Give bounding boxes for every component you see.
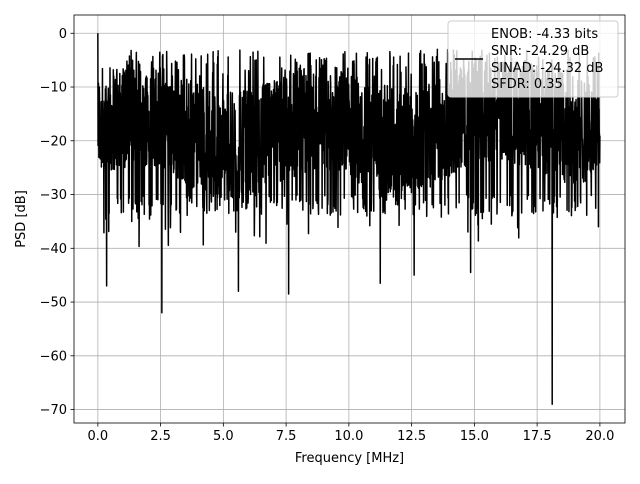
x-tick-label: 15.0 xyxy=(460,429,489,444)
y-tick-label: −40 xyxy=(40,242,67,257)
x-tick-label: 20.0 xyxy=(585,429,614,444)
x-tick-label: 12.5 xyxy=(397,429,426,444)
x-axis-label: Frequency [MHz] xyxy=(295,451,404,466)
legend-box xyxy=(447,20,619,98)
y-tick-label: −70 xyxy=(40,403,67,418)
legend: ENOB: -4.33 bits SNR: -24.29 dB SINAD: -… xyxy=(447,20,619,98)
plot-area xyxy=(97,33,601,405)
psd-series-line xyxy=(97,33,601,405)
x-tick-label: 2.5 xyxy=(150,429,171,444)
axes-frame xyxy=(73,14,626,424)
x-tick-label: 0.0 xyxy=(88,429,109,444)
y-axis-label: PSD [dB] xyxy=(14,190,29,248)
y-axis-ticks: 0 −10 −20 −30 −40 −50 −60 −70 xyxy=(40,27,74,418)
x-tick-label: 17.5 xyxy=(523,429,552,444)
y-tick-label: −60 xyxy=(40,349,67,364)
y-tick-label: 0 xyxy=(59,27,67,42)
y-tick-label: −10 xyxy=(40,81,67,96)
x-axis-ticks: 0.0 2.5 5.0 7.5 10.0 12.5 15.0 17.5 20.0 xyxy=(88,423,614,444)
legend-entry-enob: ENOB: -4.33 bits xyxy=(491,27,598,42)
y-tick-label: −20 xyxy=(40,134,67,149)
legend-entry-snr: SNR: -24.29 dB xyxy=(491,44,589,59)
legend-entry-sinad: SINAD: -24.32 dB xyxy=(491,61,603,76)
x-tick-label: 10.0 xyxy=(334,429,363,444)
x-tick-label: 5.0 xyxy=(213,429,234,444)
y-tick-label: −50 xyxy=(40,296,67,311)
x-tick-label: 7.5 xyxy=(276,429,297,444)
y-tick-label: −30 xyxy=(40,188,67,203)
legend-entry-sfdr: SFDR: 0.35 xyxy=(491,77,563,92)
